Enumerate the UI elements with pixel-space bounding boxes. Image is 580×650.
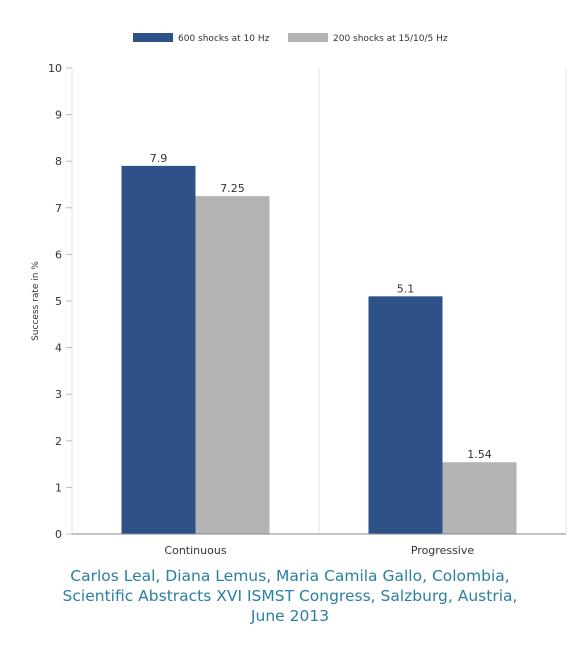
data-labels: 7.9 7.25 5.1 1.54 <box>150 152 492 461</box>
x-category-label: Progressive <box>411 544 475 557</box>
bars <box>121 165 517 535</box>
y-axis-title: Success rate in % <box>31 261 41 341</box>
y-tick-label: 4 <box>55 342 62 355</box>
y-tick-label: 7 <box>55 202 62 215</box>
y-tick-label: 5 <box>55 295 62 308</box>
x-axis-categories: Continuous Progressive <box>164 544 474 557</box>
bar-chart: 600 shocks at 10 Hz 200 shocks at 15/10/… <box>31 33 567 557</box>
data-label: 5.1 <box>397 282 415 295</box>
y-axis-ticks: 0 1 2 3 4 5 6 7 8 9 10 <box>48 62 72 541</box>
data-label: 1.54 <box>467 448 492 461</box>
y-tick-label: 2 <box>55 435 62 448</box>
legend-label-series-1: 600 shocks at 10 Hz <box>178 34 270 44</box>
y-tick-label: 1 <box>55 481 62 494</box>
x-category-label: Continuous <box>164 544 226 557</box>
legend-swatch-series-1 <box>133 33 173 42</box>
bar-1-progressive <box>368 296 443 534</box>
legend-label-series-2: 200 shocks at 15/10/5 Hz <box>333 34 448 44</box>
bar-1-continuous <box>121 165 196 535</box>
y-tick-label: 9 <box>55 109 62 122</box>
legend-swatch-series-2 <box>288 33 328 42</box>
caption-line-3: June 2013 <box>250 607 330 625</box>
bar-2-continuous <box>195 196 270 534</box>
y-tick-label: 10 <box>48 62 62 75</box>
y-tick-label: 8 <box>55 155 62 168</box>
data-label: 7.9 <box>150 152 168 165</box>
y-tick-label: 0 <box>55 528 62 541</box>
caption-line-2: Scientific Abstracts XVI ISMST Congress,… <box>62 587 518 605</box>
y-tick-label: 6 <box>55 248 62 261</box>
y-tick-label: 3 <box>55 388 62 401</box>
legend: 600 shocks at 10 Hz 200 shocks at 15/10/… <box>133 33 448 44</box>
source-caption: Carlos Leal, Diana Lemus, Maria Camila G… <box>20 566 560 626</box>
caption-line-1: Carlos Leal, Diana Lemus, Maria Camila G… <box>70 567 510 585</box>
bar-2-progressive <box>442 462 517 534</box>
data-label: 7.25 <box>220 182 245 195</box>
